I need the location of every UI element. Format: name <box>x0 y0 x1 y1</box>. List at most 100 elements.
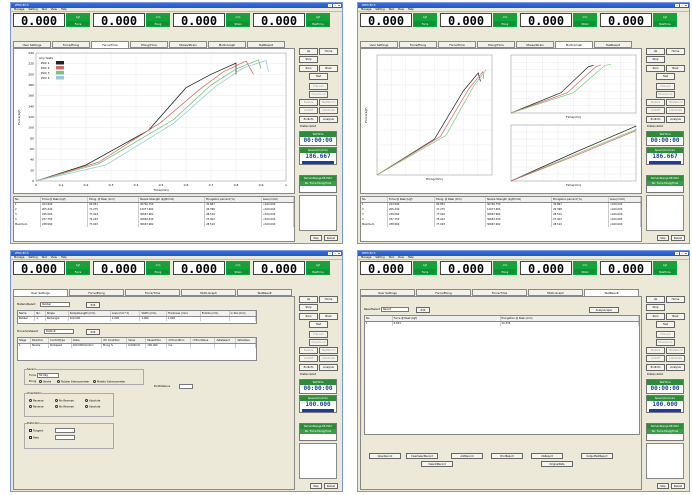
elong-name[interactable]: Elong <box>146 268 170 275</box>
column-header[interactable]: Shape <box>45 311 69 317</box>
menu-help[interactable]: Help <box>407 8 414 11</box>
elong-name[interactable]: Elong <box>146 20 170 27</box>
menu-manage[interactable]: Manage <box>361 256 372 259</box>
gridoff-button[interactable]: GridOff <box>646 355 665 362</box>
test-button[interactable]: Test <box>656 321 675 328</box>
params-button[interactable]: Params <box>646 347 665 354</box>
force-unit[interactable]: kgf <box>413 13 437 20</box>
column-header[interactable]: No. <box>34 311 46 317</box>
params-button[interactable]: Params <box>646 99 665 106</box>
tab-multi-graph[interactable]: Multi-Graph <box>208 41 246 48</box>
menu-view[interactable]: View <box>50 8 57 11</box>
tabreform-button[interactable]: TabReform <box>319 99 338 106</box>
elong-unit[interactable]: mm <box>146 261 170 268</box>
report-button-2[interactable]: AddRecord <box>451 453 483 459</box>
menu-test[interactable]: Test <box>388 8 394 11</box>
tab-test-result[interactable]: TestResult <box>237 289 292 296</box>
reload-button[interactable]: Reload <box>324 483 338 489</box>
back-button[interactable]: Back <box>319 313 338 320</box>
table-row[interactable]: 1 224.990 82.851 30740.759 32.867 <100.000 <box>14 202 295 207</box>
column-header[interactable]: dataValue <box>235 338 256 344</box>
menu-view[interactable]: View <box>50 256 57 259</box>
column-header[interactable]: ctrl Condition <box>101 338 128 344</box>
tab-elong-time[interactable]: Elong/Time <box>477 41 515 48</box>
reload-button[interactable]: Reload <box>671 235 685 241</box>
distortion-opt-2[interactable]: Rate <box>29 436 39 440</box>
tab-multi-graph[interactable]: Multi-Graph <box>181 289 236 296</box>
tab-elong-time[interactable]: Elong/Time <box>130 41 168 48</box>
table-row[interactable]: 4 237.750 74.222 30663.434 27.402 <100.000 <box>361 217 642 222</box>
tabreform-button[interactable]: TabReform <box>666 347 685 354</box>
tab-multi-graph[interactable]: Multi-Graph <box>528 289 583 296</box>
dropcurve-button[interactable]: DropCurve <box>656 91 675 98</box>
menu-setting[interactable]: Setting <box>375 8 385 11</box>
params-button[interactable]: Params <box>299 347 318 354</box>
report-button-4[interactable]: XlsReport <box>531 453 563 459</box>
elong-option-rubber[interactable]: Rubber Extensometer <box>57 380 89 384</box>
strain-unit[interactable]: mm <box>226 13 250 20</box>
speed-slider[interactable] <box>302 161 334 164</box>
menu-help[interactable]: Help <box>60 256 67 259</box>
force-name[interactable]: Force <box>66 268 90 275</box>
elong-name[interactable]: Elong <box>493 20 517 27</box>
column-header[interactable]: No. <box>365 316 393 322</box>
column-header[interactable]: Direction <box>30 338 50 344</box>
column-header[interactable]: Force @ Peak (kgf) <box>387 197 436 203</box>
autoscale-button[interactable]: AutoScale <box>319 355 338 362</box>
maximize-icon[interactable] <box>332 3 337 8</box>
force-name[interactable]: Force <box>413 20 437 27</box>
close-icon[interactable] <box>337 251 341 256</box>
column-header[interactable]: ctrlConValue <box>190 338 216 344</box>
column-header[interactable]: dataSelect <box>214 338 237 344</box>
autoscale-button[interactable]: AutoScale <box>666 355 685 362</box>
dropcurve-button[interactable]: DropCurve <box>309 91 328 98</box>
stop-footer-button[interactable]: Stop <box>657 235 669 241</box>
maximize-icon[interactable] <box>679 3 684 8</box>
zero-button[interactable]: Zero <box>646 313 665 320</box>
back-button[interactable]: Back <box>319 65 338 72</box>
table-row[interactable]: 3 236.560 77.003 30667.962 28.519 <100.000 <box>361 212 642 217</box>
force-name[interactable]: Force <box>66 20 90 27</box>
dropcurve-button[interactable]: DropCurve <box>656 339 675 346</box>
orient-opt-5[interactable]: No Reverse <box>55 405 74 409</box>
maximize-icon[interactable] <box>679 251 684 256</box>
maxforce-unit[interactable]: kgf <box>653 13 677 20</box>
tab-stress-strain[interactable]: Stress/Strain <box>516 41 554 48</box>
strain-name[interactable]: Strain <box>226 268 250 275</box>
orient-opt-4[interactable]: Reverse <box>29 405 43 409</box>
maxforce-unit[interactable]: kgf <box>306 261 330 268</box>
column-header[interactable]: Area (mm^2) <box>110 311 141 317</box>
up-button[interactable]: Up <box>299 48 318 55</box>
tab-force-elong[interactable]: Force/Elong <box>69 289 124 296</box>
stop-footer-button[interactable]: Stop <box>310 483 322 489</box>
analysis-button[interactable]: Analysis <box>666 364 685 371</box>
column-header[interactable]: No. <box>14 197 41 203</box>
column-header[interactable]: Value <box>126 338 147 344</box>
stop-button[interactable]: Stop <box>646 304 665 311</box>
tab-force-time[interactable]: Force/Time <box>91 41 129 48</box>
test-button[interactable]: Test <box>656 73 675 80</box>
force-unit[interactable]: kgf <box>66 261 90 268</box>
table-row[interactable]: 1 Tensile Pullspeed 100.000mm/min Elong % 0.0… <box>18 343 256 348</box>
tabreform-button[interactable]: TabReform <box>319 347 338 354</box>
maxforce-unit[interactable]: kgf <box>653 261 677 268</box>
elong-unit[interactable]: mm <box>146 13 170 20</box>
column-header[interactable]: No. <box>361 197 388 203</box>
menu-manage[interactable]: Manage <box>14 256 25 259</box>
column-header[interactable]: Force @ Peak (kgf) <box>392 316 501 322</box>
analysis-spec-button[interactable]: Analysis Spec <box>589 307 619 313</box>
back-button[interactable]: Back <box>666 313 685 320</box>
column-header[interactable]: Ext.Dia (mm) <box>200 311 230 317</box>
speed-slider[interactable] <box>649 161 681 164</box>
tab-force-time[interactable]: Force/Time <box>472 289 527 296</box>
tab-user-settings[interactable]: User Settings <box>360 289 415 296</box>
reload-button[interactable]: Reload <box>671 483 685 489</box>
maxforce-name[interactable]: MaxForce <box>306 268 330 275</box>
force-unit[interactable]: kgf <box>413 261 437 268</box>
elong-option-stroke[interactable]: Stroke <box>39 380 51 384</box>
menu-help[interactable]: Help <box>60 8 67 11</box>
column-header[interactable]: PauseTime <box>145 338 168 344</box>
up-button[interactable]: Up <box>646 48 665 55</box>
maxforce-unit[interactable]: kgf <box>306 13 330 20</box>
enddistance-field[interactable] <box>179 384 193 389</box>
